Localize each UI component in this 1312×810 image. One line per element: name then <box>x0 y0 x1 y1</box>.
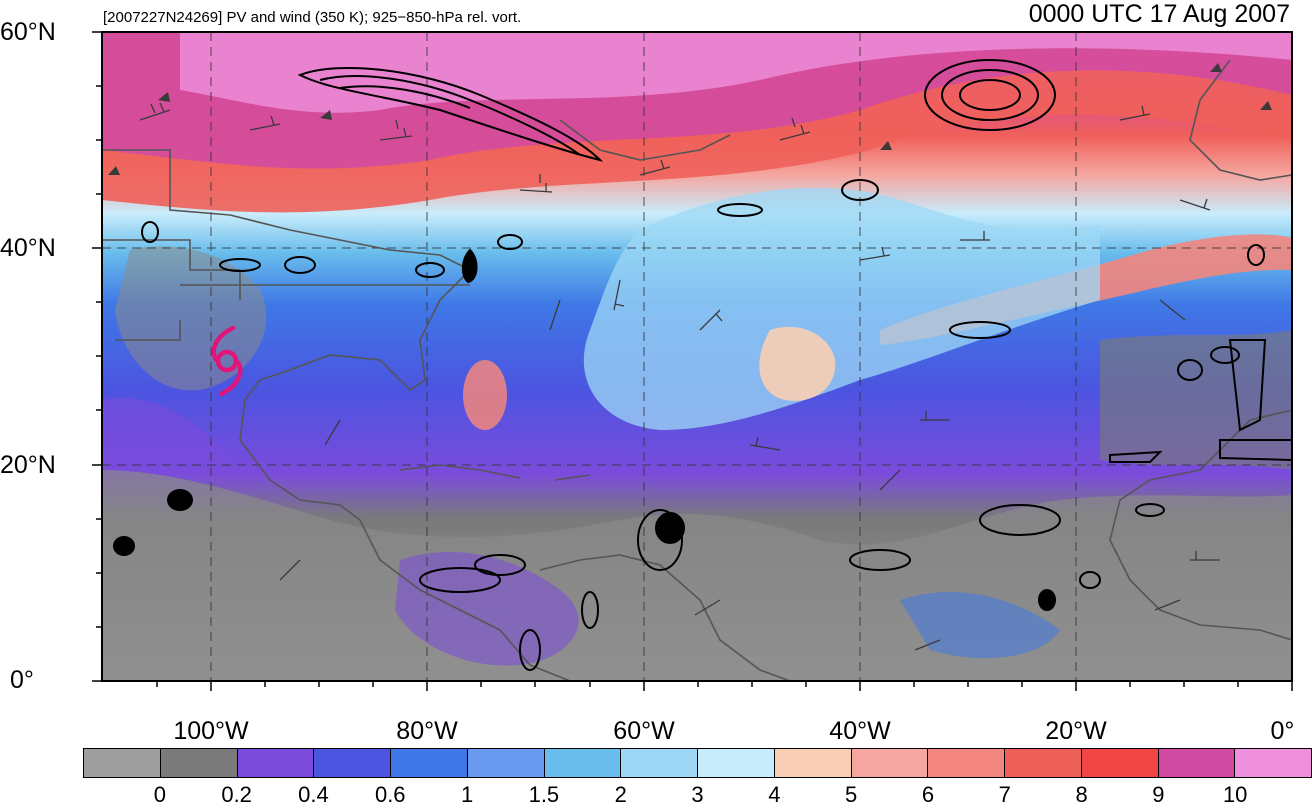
colorbar-tick-label: 1.5 <box>528 782 560 807</box>
pv-wind-map <box>92 31 1293 691</box>
colorbar-tick-label: 3 <box>691 782 704 807</box>
colorbar-tick-label: 9 <box>1152 782 1165 807</box>
colorbar-tick-label: 0.6 <box>374 782 406 807</box>
colorbar-swatch <box>1235 749 1311 777</box>
colorbar-swatch <box>698 749 775 777</box>
lon-label-20w: 20°W <box>1045 717 1107 745</box>
vorticity-contours <box>113 59 1292 671</box>
colorbar-swatch <box>1081 749 1159 777</box>
axis-ticks <box>92 31 1293 691</box>
colorbar-tick-label: 0 <box>153 782 166 807</box>
colorbar-tick-label: 1 <box>460 782 474 807</box>
wind-barbs <box>139 102 1220 651</box>
lon-label-80w: 80°W <box>396 717 458 745</box>
map-subtitle: [2007227N24269] PV and wind (350 K); 925… <box>103 9 522 26</box>
colorbar-swatch <box>1005 749 1082 777</box>
coastlines <box>102 59 1292 681</box>
colorbar-tick-label: 8 <box>1075 782 1088 807</box>
colorbar-swatch <box>774 749 852 777</box>
lon-label-100w: 100°W <box>173 717 249 745</box>
colorbar-swatch <box>314 749 391 777</box>
colorbar-tick-label: 2 <box>614 782 627 807</box>
colorbar-tick-label: 7 <box>998 782 1011 807</box>
map-timestamp: 0000 UTC 17 Aug 2007 <box>1028 0 1290 28</box>
tropical-cyclone-icon <box>211 325 243 397</box>
colorbar-tick-label: 10 <box>1222 782 1248 807</box>
lat-label-40n: 40°N <box>0 234 56 262</box>
map-field <box>102 32 1292 681</box>
colorbar-tick-label: 5 <box>845 782 858 807</box>
colorbar-swatch <box>391 749 468 777</box>
lat-label-60n: 60°N <box>0 18 56 46</box>
lat-label-20n: 20°N <box>0 451 56 479</box>
colorbar-swatch <box>544 749 622 777</box>
colorbar-swatch <box>160 749 238 777</box>
colorbar-swatch <box>928 749 1005 777</box>
lon-label-0: 0° <box>1270 717 1295 745</box>
colorbar-tick-label: 6 <box>921 782 935 807</box>
colorbar-swatch <box>237 749 315 777</box>
wind-barb-flags <box>108 63 1272 175</box>
colorbar-tick-label: 0.2 <box>221 782 252 807</box>
colorbar-swatch <box>1158 749 1236 777</box>
colorbar-swatch <box>621 749 698 777</box>
lon-label-40w: 40°W <box>829 717 891 745</box>
colorbar-tick-label: 0.4 <box>298 782 329 807</box>
colorbar <box>83 748 1312 778</box>
colorbar-swatch <box>84 749 161 777</box>
lat-label-0: 0° <box>10 666 34 694</box>
colorbar-tick-label: 4 <box>768 782 781 807</box>
colorbar-swatch <box>851 749 929 777</box>
lon-label-60w: 60°W <box>613 717 675 745</box>
colorbar-swatch <box>467 749 545 777</box>
